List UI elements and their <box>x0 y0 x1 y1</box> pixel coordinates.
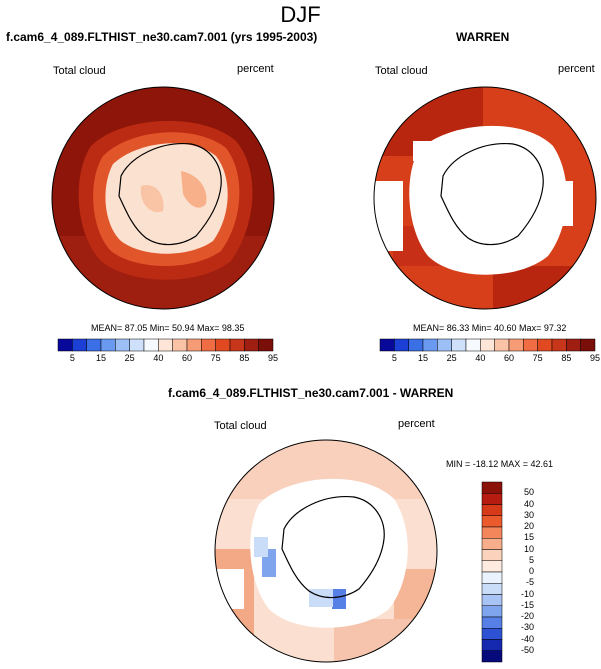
panel1-colorbar-swatch <box>57 338 73 352</box>
panel1-colorbar-swatch <box>215 338 231 352</box>
figure-title: DJF <box>280 2 321 27</box>
panel1-colorbar-labels: 5 15 25 40 60 75 85 95 <box>58 352 278 364</box>
panel1-colorbar-swatch <box>143 338 159 352</box>
panel2-colorbar-tick-label: 15 <box>417 353 428 363</box>
panel1-colorbar-swatch <box>158 338 173 352</box>
panel2-colorbar <box>379 338 596 352</box>
panel2-colorbar-swatch <box>537 338 553 352</box>
panel2-colorbar-tick-label: 60 <box>503 353 514 363</box>
panel3-colorbar-tick-label: -40 <box>520 633 534 644</box>
panel2-colorbar-tick-label: 25 <box>446 353 457 363</box>
panel3-colorbar-tick-label: 0 <box>528 566 534 576</box>
panel3-colorbar-tick-label: -5 <box>525 577 534 588</box>
panel1-colorbar-swatch <box>244 338 259 352</box>
panel2-colorbar-tick-label: 5 <box>391 353 397 363</box>
panel3-colorbar <box>481 481 503 663</box>
panel1-colorbar-swatch <box>186 338 202 352</box>
panel2-colorbar-swatch <box>408 338 424 352</box>
panel3-variable-label: Total cloud <box>214 420 267 432</box>
panel3-colorbar-swatch <box>481 650 503 663</box>
panel2-variable-label: Total cloud <box>375 65 428 77</box>
panel2-colorbar-swatch <box>494 338 510 352</box>
panel2-colorbar-swatch <box>523 338 538 352</box>
panel3-colorbar-tick-label: 10 <box>523 543 534 554</box>
panel3-colorbar-tick-label: 50 <box>523 487 534 498</box>
panel3-colorbar-tick-label: 20 <box>523 521 534 531</box>
panel2-colorbar-swatch <box>422 338 438 352</box>
panel3-colorbar-tick-label: 5 <box>528 554 534 565</box>
panel2-colorbar-swatch <box>480 338 495 352</box>
panel1-colorbar-tick-label: 60 <box>181 353 192 363</box>
panel2-stats: MEAN= 86.33 Min= 40.60 Max= 97.32 <box>413 323 567 333</box>
panel2-colorbar-swatch <box>451 338 467 352</box>
panel1-colorbar-swatch <box>86 338 102 352</box>
panel1-colorbar-swatch <box>201 338 216 352</box>
panel2-colorbar-swatch <box>566 338 581 352</box>
panel1-colorbar-tick-label: 85 <box>239 353 250 363</box>
panel3-units-label: percent <box>398 418 435 430</box>
panel2-colorbar-tick-label: 75 <box>532 353 543 363</box>
panel2-colorbar-swatch <box>394 338 409 352</box>
panel1-colorbar-tick-label: 75 <box>210 353 221 363</box>
panel1-colorbar-tick-label: 25 <box>124 353 135 363</box>
panel3-colorbar-tick-label: 30 <box>523 509 534 520</box>
panel3-stats: MIN = -18.12 MAX = 42.61 <box>446 459 554 469</box>
panel1-colorbar-tick-label: 95 <box>267 353 278 363</box>
panel3-title: f.cam6_4_089.FLTHIST_ne30.cam7.001 - WAR… <box>168 386 454 400</box>
panel1-colorbar-tick-label: 5 <box>69 353 75 363</box>
panel1-colorbar-swatch <box>115 338 130 352</box>
panel1-colorbar-swatch <box>129 338 145 352</box>
panel3-colorbar-labels: 50 40 30 20 15 10 5 0 -5 -10 -15 -20 -30 -40 -50 <box>476 482 540 662</box>
panel2-colorbar-tick-label: 40 <box>475 353 486 363</box>
panel1-stats: MEAN= 87.05 Min= 50.94 Max= 98.35 <box>91 323 245 333</box>
panel2-colorbar-swatch <box>508 338 524 352</box>
panel1-colorbar-swatch <box>72 338 87 352</box>
panel1-colorbar-swatch <box>172 338 188 352</box>
panel1-title: f.cam6_4_089.FLTHIST_ne30.cam7.001 (yrs … <box>6 30 318 44</box>
panel1-map <box>51 86 275 310</box>
panel1-colorbar-swatch <box>258 338 274 352</box>
panel1-colorbar-tick-label: 15 <box>95 353 106 363</box>
panel2-colorbar-swatch <box>580 338 596 352</box>
panel3-colorbar-tick-label: -50 <box>520 644 534 655</box>
panel1-colorbar <box>57 338 274 352</box>
panel1-variable-label: Total cloud <box>53 65 106 77</box>
panel2-colorbar-tick-label: 95 <box>589 353 600 363</box>
panel2-title: WARREN <box>456 30 510 44</box>
panel1-units-label: percent <box>237 63 274 75</box>
panel2-colorbar-labels: 5 15 25 40 60 75 85 95 <box>380 352 600 364</box>
panel2-units-label: percent <box>558 63 595 75</box>
panel3-map <box>214 439 438 663</box>
panel2-colorbar-swatch <box>465 338 481 352</box>
panel2-colorbar-swatch <box>379 338 395 352</box>
panel3-colorbar-tick-label: 15 <box>523 532 534 543</box>
panel3-colorbar-tick-label: -30 <box>520 622 534 633</box>
panel3-colorbar-tick-label: 40 <box>523 498 534 509</box>
panel3-colorbar-tick-label: -10 <box>520 588 534 599</box>
panel1-colorbar-tick-label: 40 <box>153 353 164 363</box>
panel2-colorbar-swatch <box>551 338 567 352</box>
panel2-map <box>373 86 597 310</box>
panel3-colorbar-tick-label: -15 <box>520 599 534 610</box>
panel1-colorbar-swatch <box>100 338 116 352</box>
panel2-colorbar-swatch <box>437 338 452 352</box>
panel1-colorbar-swatch <box>229 338 245 352</box>
panel3-colorbar-tick-label: -20 <box>520 611 534 621</box>
panel2-colorbar-tick-label: 85 <box>561 353 572 363</box>
